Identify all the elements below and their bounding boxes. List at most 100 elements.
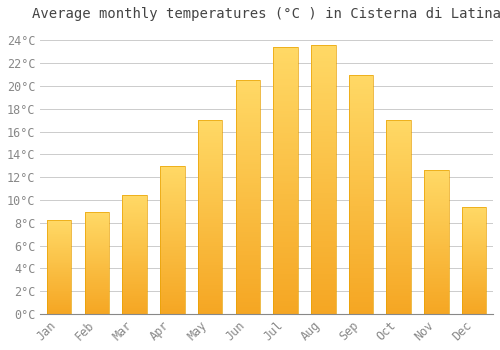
Bar <box>274 183 298 186</box>
Bar <box>236 104 260 106</box>
Bar <box>160 281 184 283</box>
Bar <box>386 178 411 180</box>
Bar <box>47 262 72 264</box>
Bar <box>348 288 374 290</box>
Bar <box>462 290 486 292</box>
Bar <box>47 300 72 301</box>
Bar <box>84 299 109 300</box>
Bar <box>198 312 222 314</box>
Bar <box>386 213 411 215</box>
Bar <box>47 231 72 232</box>
Bar <box>311 292 336 295</box>
Bar <box>84 302 109 303</box>
Bar <box>348 216 374 218</box>
Bar <box>274 154 298 156</box>
Bar <box>311 153 336 155</box>
Bar <box>311 66 336 69</box>
Bar <box>462 214 486 215</box>
Bar <box>386 308 411 310</box>
Bar <box>122 255 147 256</box>
Bar <box>160 243 184 244</box>
Bar <box>311 99 336 101</box>
Bar <box>424 225 448 226</box>
Bar <box>424 229 448 231</box>
Bar <box>424 209 448 211</box>
Bar <box>424 298 448 300</box>
Bar <box>122 217 147 218</box>
Bar <box>462 251 486 252</box>
Bar <box>84 217 109 218</box>
Bar <box>198 256 222 258</box>
Bar <box>462 222 486 223</box>
Bar <box>84 284 109 285</box>
Bar <box>198 207 222 209</box>
Bar <box>198 213 222 215</box>
Bar <box>311 298 336 300</box>
Bar <box>348 225 374 228</box>
Bar <box>84 248 109 249</box>
Bar <box>348 249 374 252</box>
Bar <box>47 237 72 238</box>
Bar <box>311 96 336 99</box>
Bar <box>274 143 298 146</box>
Bar <box>122 309 147 310</box>
Bar <box>311 260 336 263</box>
Bar <box>122 213 147 214</box>
Bar <box>84 307 109 308</box>
Bar <box>236 232 260 234</box>
Bar <box>348 82 374 84</box>
Bar <box>348 202 374 204</box>
Bar <box>462 285 486 286</box>
Bar <box>160 181 184 182</box>
Bar <box>311 263 336 266</box>
Bar <box>462 267 486 268</box>
Bar <box>386 174 411 176</box>
Bar <box>386 264 411 265</box>
Bar <box>84 289 109 290</box>
Bar <box>348 209 374 211</box>
Bar <box>462 313 486 314</box>
Bar <box>424 311 448 313</box>
Bar <box>84 276 109 278</box>
Bar <box>236 183 260 186</box>
Bar <box>47 220 72 314</box>
Bar <box>348 118 374 120</box>
Bar <box>386 306 411 308</box>
Bar <box>348 75 374 77</box>
Bar <box>160 303 184 305</box>
Bar <box>348 307 374 309</box>
Bar <box>198 159 222 161</box>
Bar <box>348 149 374 151</box>
Bar <box>462 210 486 211</box>
Bar <box>386 312 411 314</box>
Bar <box>122 210 147 211</box>
Bar <box>160 224 184 225</box>
Bar <box>198 124 222 126</box>
Bar <box>160 283 184 284</box>
Bar <box>236 276 260 279</box>
Bar <box>160 259 184 260</box>
Bar <box>348 304 374 307</box>
Bar <box>160 230 184 231</box>
Bar <box>424 196 448 198</box>
Bar <box>274 207 298 210</box>
Bar <box>236 309 260 312</box>
Bar <box>236 206 260 209</box>
Bar <box>122 228 147 229</box>
Bar <box>274 234 298 237</box>
Bar <box>386 140 411 141</box>
Bar <box>198 184 222 186</box>
Bar <box>84 287 109 288</box>
Bar <box>274 90 298 93</box>
Bar <box>424 308 448 310</box>
Bar <box>274 50 298 52</box>
Bar <box>462 310 486 311</box>
Bar <box>386 256 411 258</box>
Bar <box>386 128 411 130</box>
Bar <box>424 248 448 249</box>
Bar <box>160 219 184 220</box>
Bar <box>386 176 411 178</box>
Bar <box>198 296 222 299</box>
Bar <box>236 295 260 298</box>
Bar <box>348 204 374 206</box>
